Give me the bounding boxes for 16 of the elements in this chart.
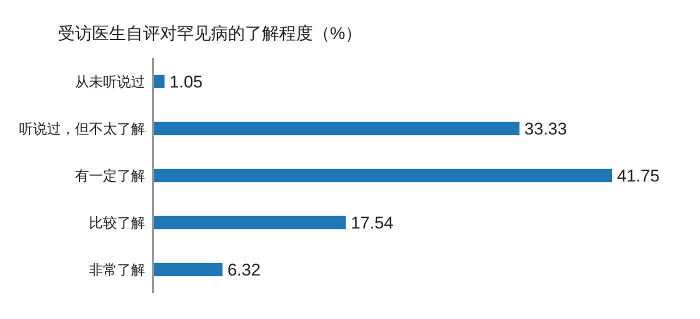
chart-title: 受访医生自评对罕见病的了解程度（%） [57,23,364,45]
bar [153,262,222,276]
bar [153,74,165,88]
data-label: 1.05 [170,72,203,92]
y-tick-label: 非常了解 [89,261,145,278]
y-tick-label: 有一定了解 [75,167,145,184]
bar [153,122,520,136]
y-tick-label: 比较了解 [89,214,145,230]
bar [153,168,612,182]
data-label: 17.54 [350,214,394,233]
data-label: 33.33 [524,120,567,139]
bar [153,216,346,230]
data-label: 6.32 [227,260,261,280]
y-tick-label: 听说过，但不太了解 [19,120,145,136]
y-tick-label: 从未听说过 [75,73,145,90]
data-label: 41.75 [617,166,660,186]
